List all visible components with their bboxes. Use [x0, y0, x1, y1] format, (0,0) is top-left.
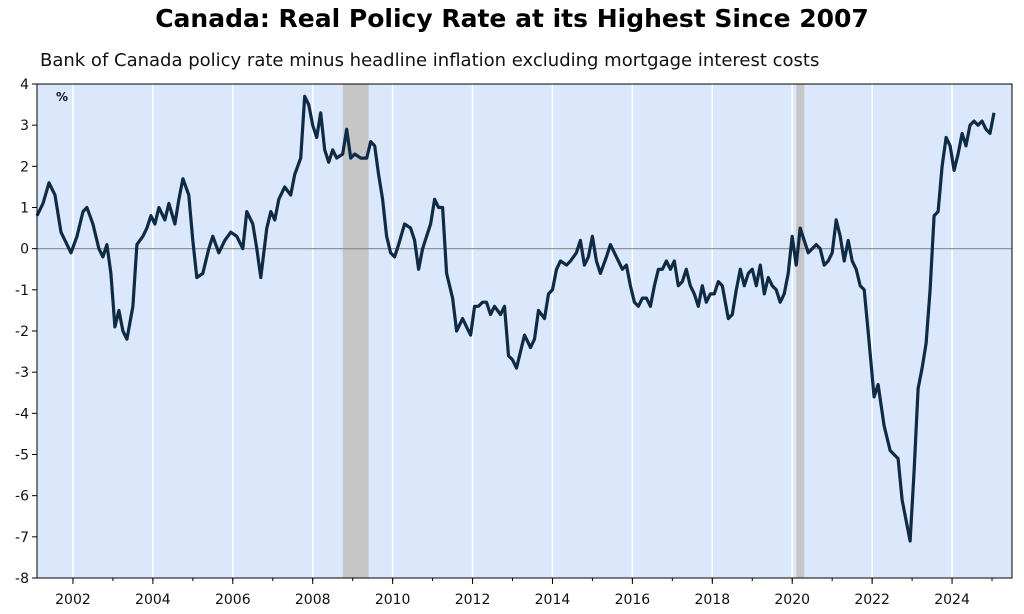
y-tick-label: -8 [15, 571, 29, 587]
x-tick-label-2016: 2016 [615, 592, 651, 608]
x-tick-label-2024: 2024 [934, 592, 970, 608]
y-tick-label: -7 [15, 530, 29, 546]
chart-title: Canada: Real Policy Rate at its Highest … [155, 4, 869, 33]
x-tick-label-2014: 2014 [535, 592, 571, 608]
unit-label: % [56, 90, 68, 104]
y-tick-label: -5 [15, 448, 29, 464]
y-tick-label: -1 [15, 283, 29, 299]
recession-band-2 [796, 84, 805, 578]
recession-band-1 [342, 84, 369, 578]
y-tick-label: -6 [15, 489, 29, 505]
y-tick-label: 0 [20, 242, 29, 258]
x-tick-label-2012: 2012 [455, 592, 491, 608]
y-tick-label: -2 [15, 324, 29, 340]
y-tick-label: -3 [15, 365, 29, 381]
y-tick-label: 4 [20, 77, 29, 93]
y-tick-label: -4 [15, 406, 29, 422]
x-tick-label-2008: 2008 [295, 592, 331, 608]
y-axis: 4 3 2 1 0 -1 -2 -3 -4 -5 -6 -7 -8 [15, 77, 37, 587]
y-tick-label: 2 [20, 159, 29, 175]
x-tick-label-2002: 2002 [55, 592, 91, 608]
recession-shading-layer [342, 84, 805, 578]
plot-background [37, 84, 1012, 578]
x-tick-label-2022: 2022 [854, 592, 890, 608]
x-tick-label-2010: 2010 [375, 592, 411, 608]
x-tick-label-2004: 2004 [135, 592, 171, 608]
x-tick-label-2020: 2020 [774, 592, 810, 608]
x-tick-label-2018: 2018 [694, 592, 730, 608]
x-tick-label-2006: 2006 [215, 592, 251, 608]
chart-subtitle: Bank of Canada policy rate minus headlin… [40, 50, 820, 71]
series-line [35, 94, 996, 543]
y-tick-label: 1 [20, 201, 29, 217]
y-tick-label: 3 [20, 118, 29, 134]
x-axis: 2002 2004 2006 2008 2010 2012 2014 2016 2018 2020… [55, 578, 993, 608]
